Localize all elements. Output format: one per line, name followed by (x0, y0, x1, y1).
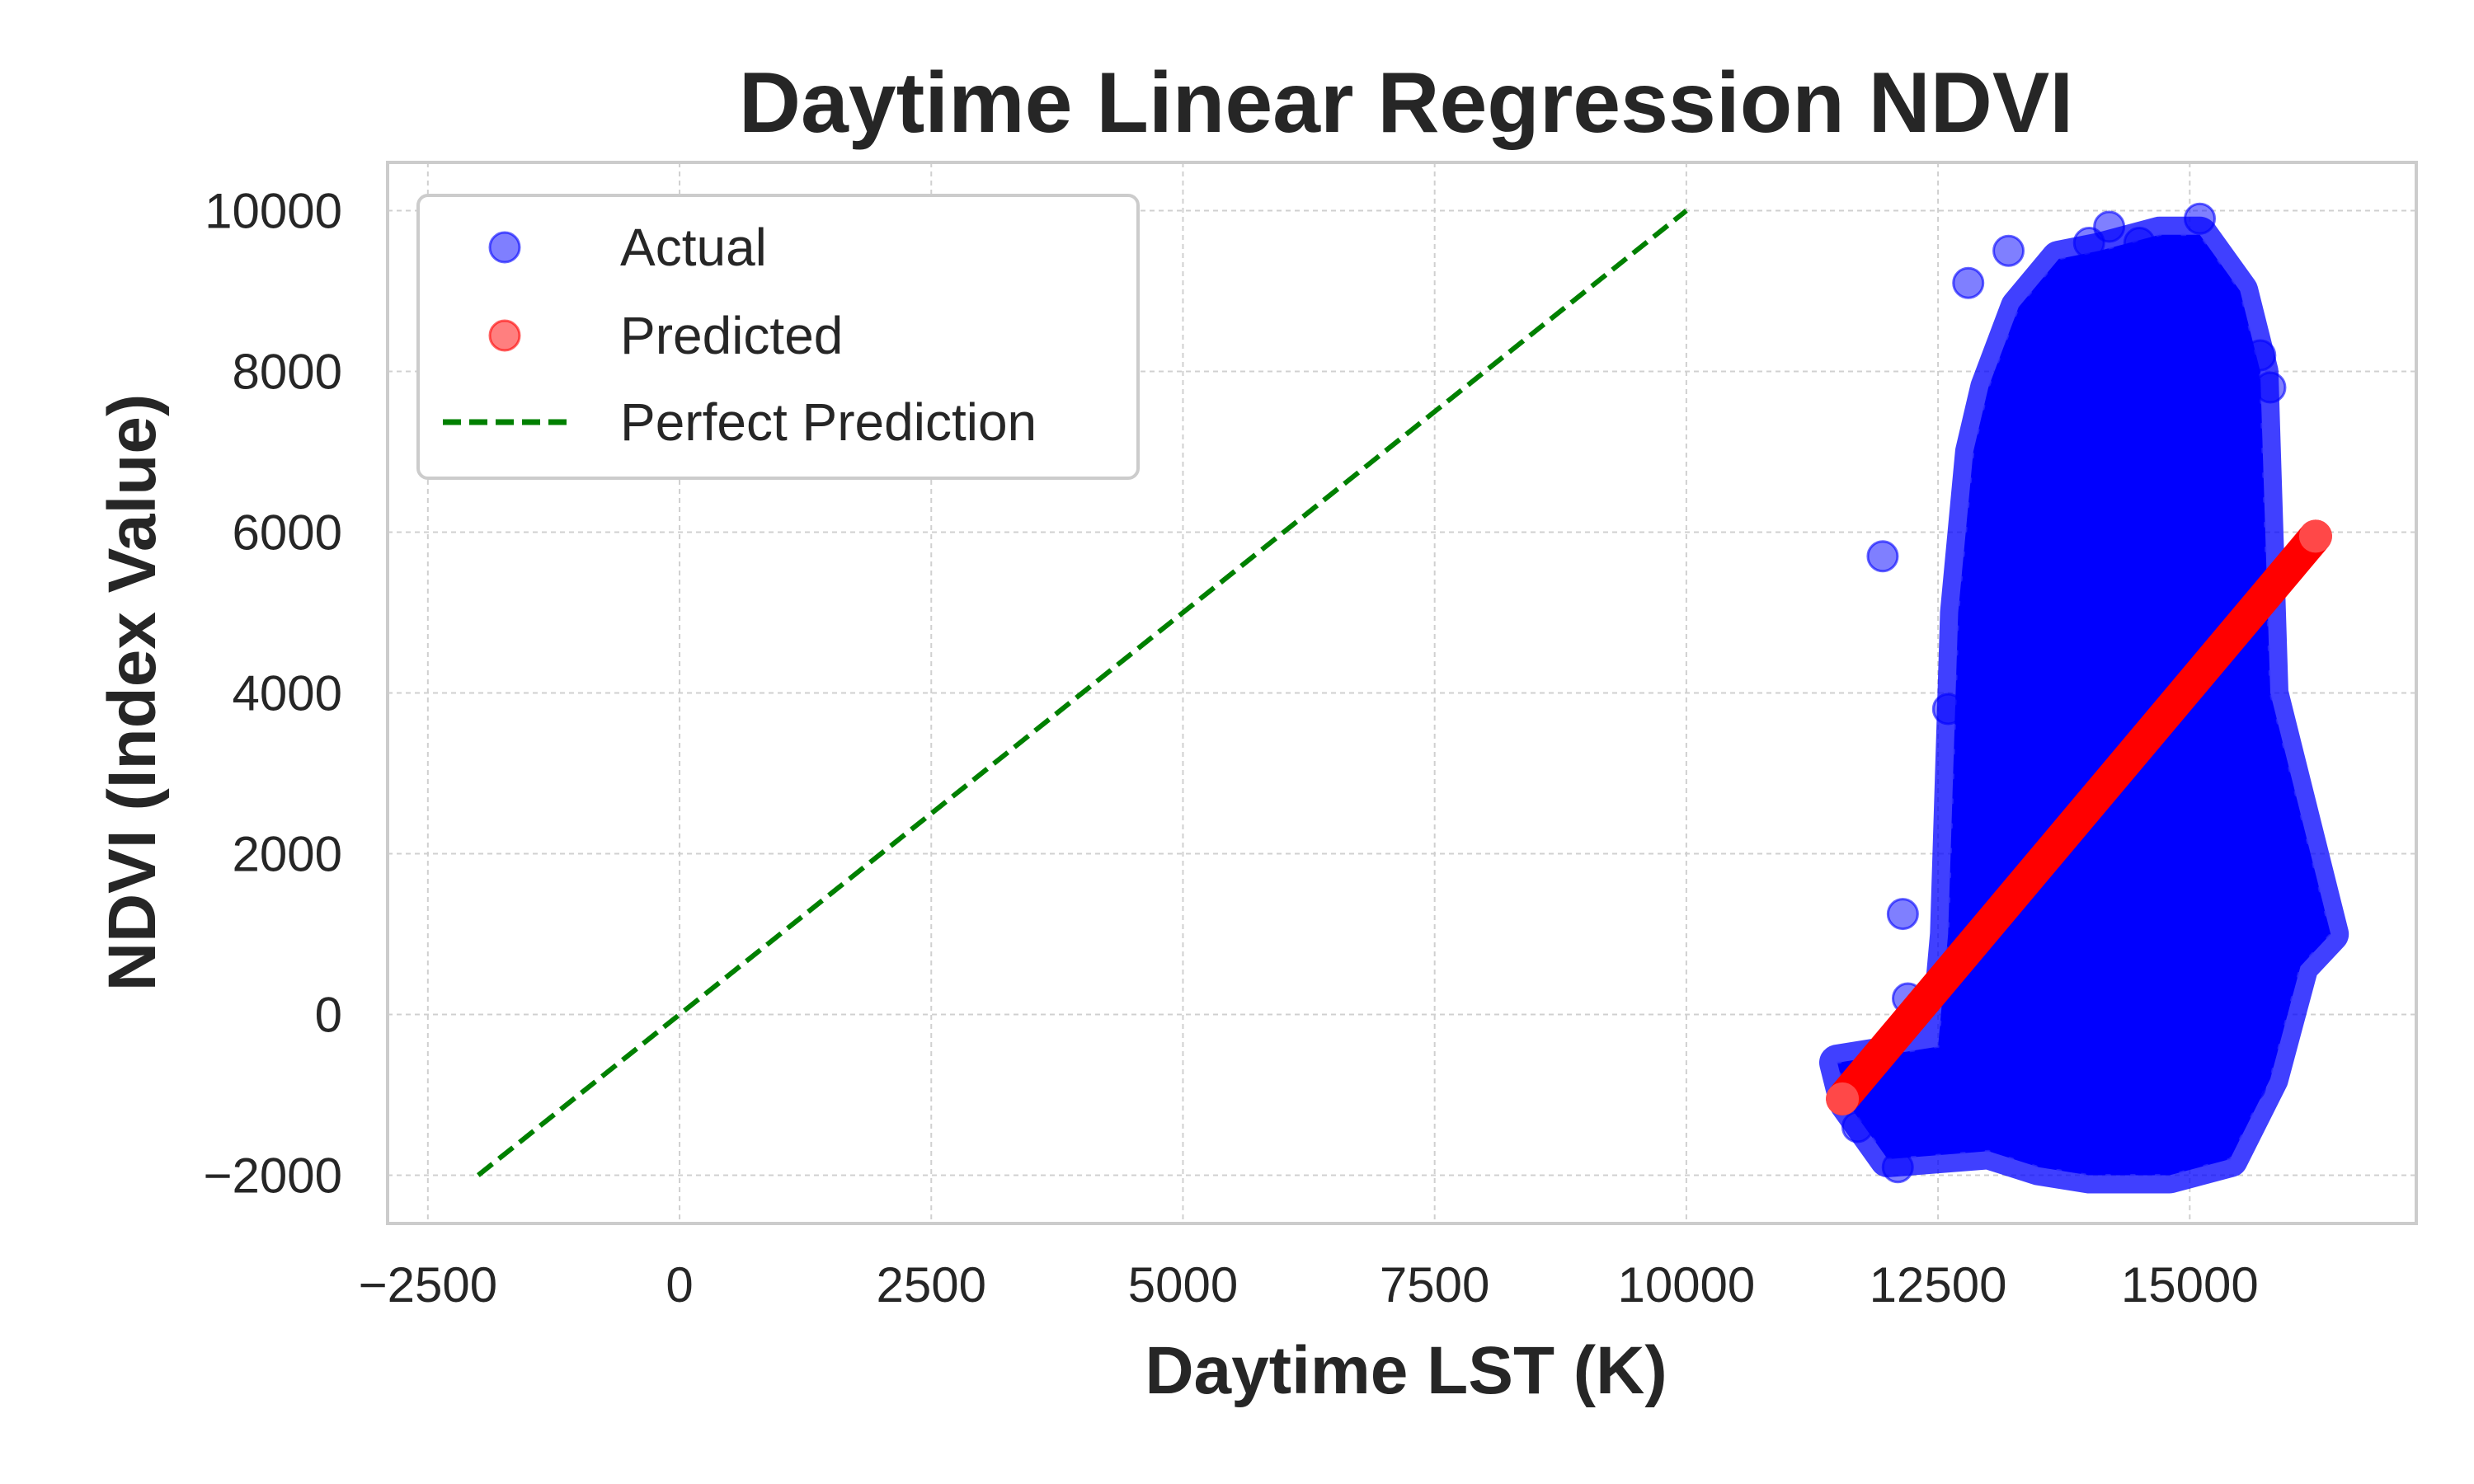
x-tick-label: 12500 (1870, 1257, 2007, 1313)
legend: Actual Predicted Perfect Prediction (416, 194, 1140, 480)
y-tick-label: 8000 (233, 345, 342, 400)
x-tick-label: 7500 (1380, 1257, 1489, 1313)
legend-marker-actual (488, 231, 521, 264)
actual-point (2244, 339, 2277, 372)
perfect-prediction-line (477, 209, 1688, 1177)
actual-point (2254, 371, 2287, 404)
y-axis-label: NDVI (Index Value) (95, 394, 170, 992)
actual-point (1931, 693, 1964, 726)
x-tick-label: 15000 (2121, 1257, 2259, 1313)
legend-box (416, 194, 1140, 480)
actual-point (1992, 234, 2025, 267)
plot-frame (386, 161, 2418, 1225)
data-layer (477, 202, 2349, 1194)
actual-point (1866, 540, 1899, 573)
x-tick-label: −2500 (359, 1257, 498, 1313)
tick-labels: −2500 0 2500 5000 7500 10000 12500 15000 −2000 0 2… (203, 184, 2258, 1313)
y-tick-label: 6000 (233, 505, 342, 561)
legend-label-predicted: Predicted (620, 306, 843, 365)
x-tick-label: 5000 (1128, 1257, 1238, 1313)
y-tick-label: 10000 (205, 184, 342, 239)
predicted-point (1826, 1082, 1860, 1115)
actual-point (2184, 202, 2217, 235)
legend-label-actual: Actual (620, 218, 767, 277)
x-tick-label: 2500 (877, 1257, 986, 1313)
actual-point (2093, 210, 2126, 243)
x-tick-label: 10000 (1617, 1257, 1755, 1313)
actual-point (2123, 227, 2156, 259)
actual-point (1952, 266, 1985, 299)
actual-point (1841, 1111, 1874, 1144)
actual-point (1881, 1151, 1914, 1184)
predicted-point (2298, 519, 2332, 553)
y-tick-label: −2000 (203, 1148, 342, 1204)
y-tick-label: 2000 (233, 827, 342, 882)
y-tick-label: 0 (315, 988, 342, 1043)
actual-point (2234, 1070, 2267, 1103)
x-tick-label: 0 (666, 1257, 693, 1313)
chart-title: Daytime Linear Regression NDVI (739, 55, 2073, 151)
y-tick-label: 4000 (233, 666, 342, 721)
actual-point (1886, 898, 1919, 931)
x-axis-label: Daytime LST (K) (1145, 1333, 1667, 1408)
legend-label-perfect-prediction: Perfect Prediction (620, 392, 1037, 452)
legend-marker-predicted (488, 319, 521, 352)
predicted-point-band (1826, 519, 2332, 1115)
